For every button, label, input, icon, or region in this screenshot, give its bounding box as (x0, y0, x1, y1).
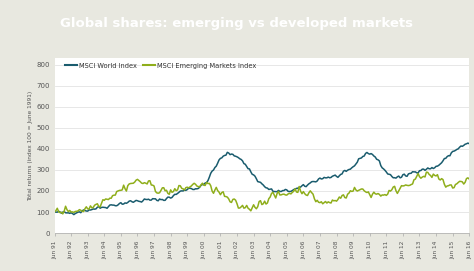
Text: Global shares: emerging vs developed markets: Global shares: emerging vs developed mar… (61, 17, 413, 30)
Y-axis label: Total returns (index 100 = June 1991): Total returns (index 100 = June 1991) (28, 91, 33, 201)
Legend: MSCI World Index, MSCI Emerging Markets Index: MSCI World Index, MSCI Emerging Markets … (62, 60, 259, 71)
